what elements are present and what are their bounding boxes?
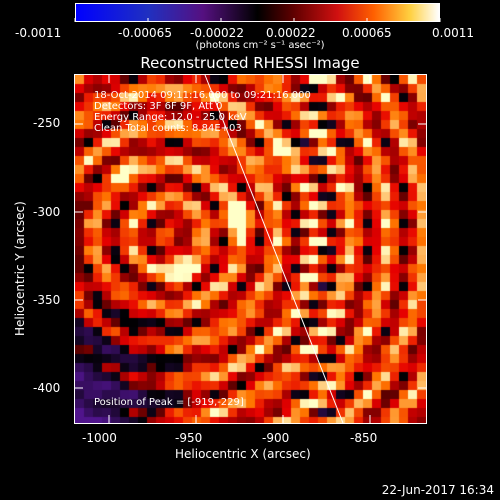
image-plot	[74, 74, 427, 424]
y-tick-label: -300	[33, 205, 61, 219]
x-tick-label: -950	[175, 431, 203, 445]
colorbar-tick-label: 0.00022	[266, 26, 316, 40]
x-tick-label: -850	[350, 431, 378, 445]
colorbar-tick-label: 0.0011	[432, 26, 474, 40]
rhessi-image	[75, 75, 426, 423]
colorbar-ticks	[74, 18, 441, 22]
colorbar-gradient	[76, 4, 439, 21]
plot-title: Reconstructed RHESSI Image	[140, 54, 360, 72]
y-tick-label: -250	[33, 116, 61, 130]
peak-position-text: Position of Peak = [-919,-229]	[94, 397, 244, 408]
y-tick-label: -350	[33, 293, 61, 307]
x-tick-label: -1000	[82, 431, 117, 445]
y-axis-label: Heliocentric Y (arcsec)	[13, 201, 27, 336]
colorbar-units: (photons cm⁻² s⁻¹ asec⁻²)	[195, 40, 325, 51]
colorbar-tick-label: -0.0011	[15, 26, 62, 40]
detectors-text: Detectors: 3F 6F 9F, Att 0	[94, 101, 223, 112]
x-tick-label: -900	[262, 431, 290, 445]
colorbar	[75, 3, 440, 22]
energy-range-text: Energy Range: 12.0 - 25.0 keV	[94, 112, 247, 123]
image-annotation: 18-Oct-2014 09:11:16.000 to 09:21:16.000…	[94, 90, 311, 134]
method-counts-text: Clean Total counts: 8.84E+03	[94, 123, 242, 134]
y-tick-label: -400	[33, 381, 61, 395]
time-range-text: 18-Oct-2014 09:11:16.000 to 09:21:16.000	[94, 90, 311, 101]
colorbar-tick-label: -0.00022	[190, 26, 244, 40]
x-axis-label: Heliocentric X (arcsec)	[175, 447, 311, 461]
date-stamp: 22-Jun-2017 16:34	[381, 483, 494, 497]
colorbar-tick-label: -0.00065	[118, 26, 172, 40]
colorbar-tick-label: 0.00065	[342, 26, 392, 40]
